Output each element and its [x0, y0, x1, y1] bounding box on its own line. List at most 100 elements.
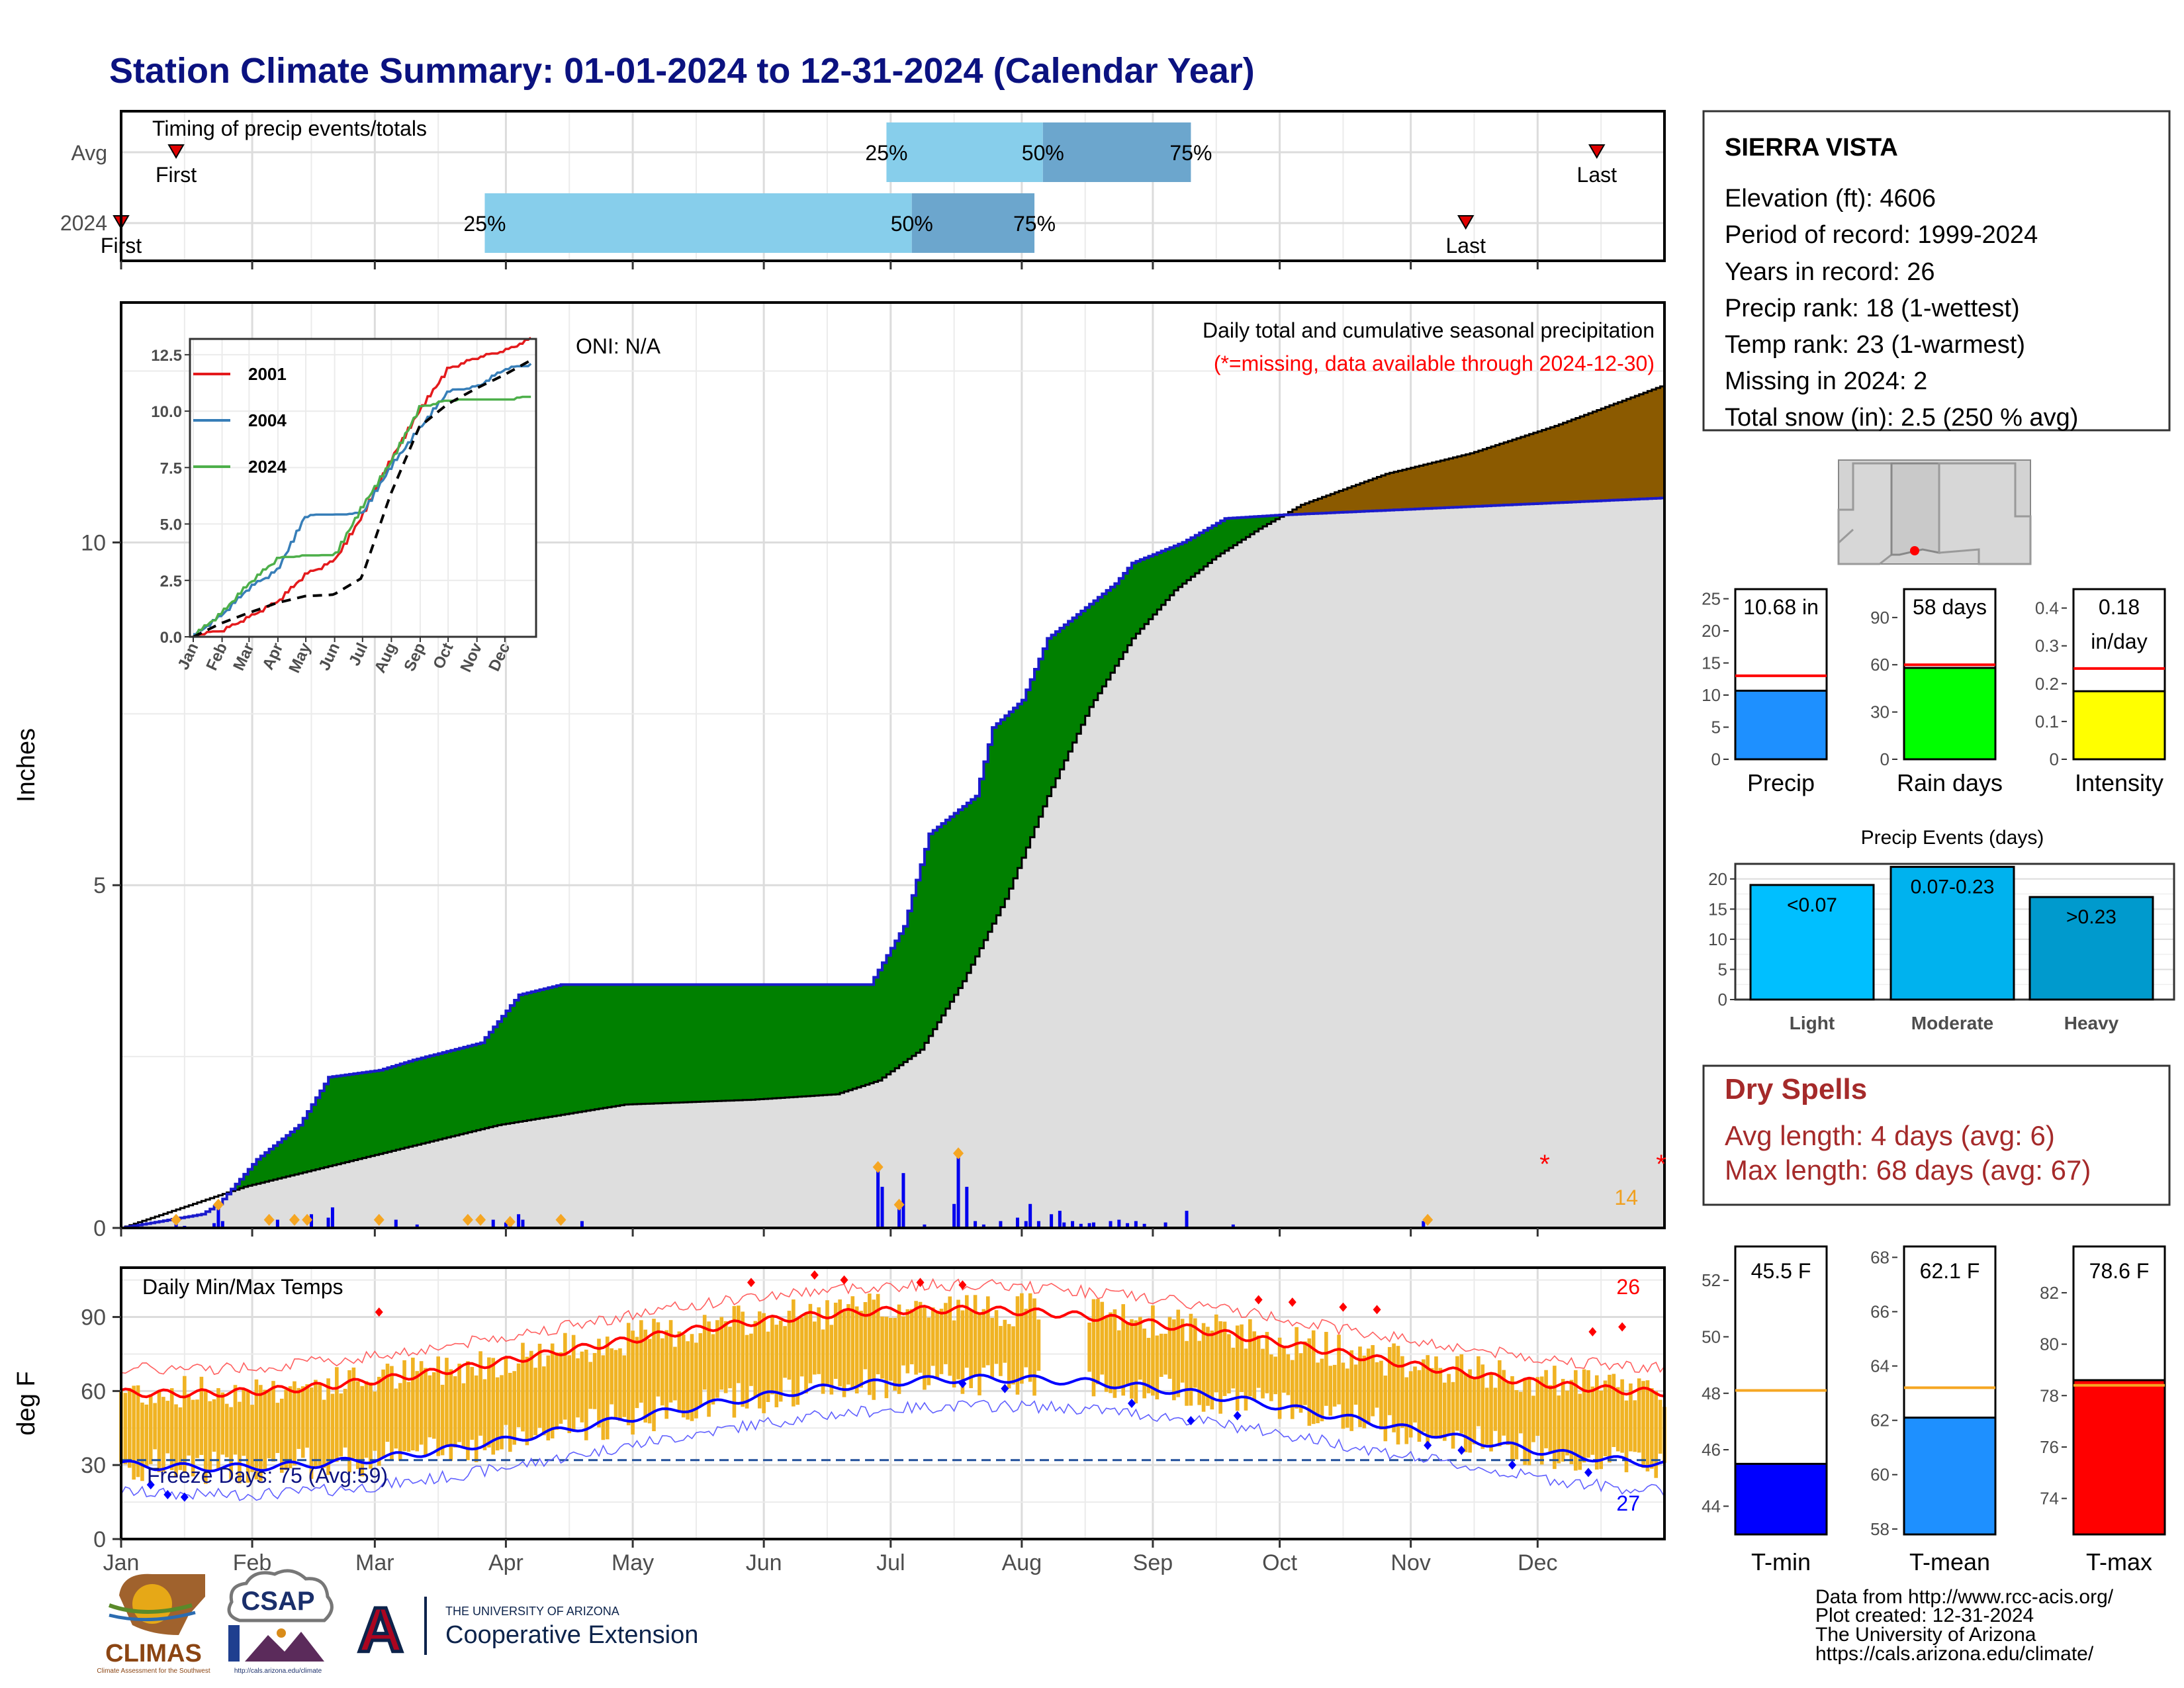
daily-temp-range-bar — [737, 1305, 741, 1383]
mini-bar-label: Precip — [1747, 769, 1815, 796]
daily-temp-range-bar — [1480, 1364, 1485, 1449]
daily-temp-range-bar — [905, 1309, 910, 1374]
daily-temp-range-bar — [1117, 1330, 1121, 1389]
daily-temp-range-bar — [461, 1383, 466, 1448]
daily-temp-range-bar — [546, 1355, 551, 1440]
daily-temp-range-bar — [622, 1355, 627, 1417]
mini-bar-value — [1734, 689, 1828, 761]
daily-temp-range-bar — [212, 1399, 216, 1452]
record-high-marker — [1373, 1305, 1381, 1315]
daily-temp-range-bar — [1400, 1356, 1404, 1428]
daily-temp-range-bar — [923, 1307, 927, 1390]
timing-p75-label: 75% — [1169, 141, 1212, 165]
daily-temp-range-bar — [1455, 1356, 1459, 1431]
daily-precip-bar — [1163, 1222, 1167, 1228]
largest-event-marker — [263, 1213, 275, 1226]
ua-line-2: Cooperative Extension — [445, 1621, 698, 1649]
daily-precip-bar — [1028, 1203, 1032, 1228]
daily-temp-range-bar — [859, 1311, 863, 1388]
daily-temp-range-bar — [1028, 1293, 1032, 1382]
precip-ytick-label: 10 — [81, 530, 106, 555]
temp-bar-tick-label: 50 — [1702, 1327, 1721, 1346]
daily-temp-range-bar — [385, 1364, 390, 1442]
station-info-box: SIERRA VISTA Elevation (ft): 4606 Period… — [1702, 110, 2171, 432]
daily-temp-range-bar — [525, 1356, 529, 1446]
daily-temp-range-bar — [1172, 1319, 1176, 1401]
daily-precip-bar — [326, 1217, 330, 1228]
temp-bar-value — [2072, 1379, 2166, 1536]
climas-tagline: Climate Assessment for the Southwest — [97, 1667, 210, 1675]
daily-temp-range-bar — [1599, 1390, 1603, 1470]
daily-temp-range-bar — [127, 1387, 132, 1468]
daily-temp-range-bar — [428, 1375, 432, 1438]
precip-panel: 0 5 10 Inches ONI: N/A Daily total and cum… — [13, 301, 1666, 1241]
daily-precip-bar — [216, 1207, 220, 1228]
mini-bar-value-label: 0.18 — [2099, 595, 2140, 619]
daily-temp-range-bar — [457, 1364, 461, 1442]
daily-precip-bar — [876, 1169, 880, 1228]
daily-temp-range-bar — [254, 1379, 259, 1480]
daily-temp-range-bar — [901, 1316, 905, 1366]
daily-temp-range-bar — [1138, 1317, 1142, 1380]
daily-temp-range-bar — [478, 1351, 482, 1436]
record-high-marker — [1339, 1302, 1347, 1312]
mini-bar-tick-label: 0 — [2050, 749, 2059, 769]
daily-temp-range-bar — [707, 1321, 711, 1417]
daily-temp-range-bar — [148, 1394, 153, 1464]
daily-precip-bar — [1062, 1222, 1066, 1228]
mini-bar-tick-label: 0.2 — [2035, 674, 2059, 694]
daily-temp-range-bar — [880, 1316, 884, 1379]
daily-temp-range-bar — [394, 1388, 398, 1449]
record-low-marker — [1584, 1468, 1592, 1477]
timing-row-avg-label: Avg — [71, 141, 107, 165]
temp-bar-value — [1903, 1417, 1997, 1536]
daily-temp-range-bar — [474, 1375, 478, 1462]
daily-temp-range-bar — [1362, 1355, 1367, 1429]
temp-ytick-label: 0 — [93, 1527, 106, 1552]
daily-temp-range-bar — [766, 1331, 770, 1402]
daily-temp-range-bar — [521, 1342, 525, 1432]
daily-temp-range-bar — [1146, 1338, 1151, 1393]
daily-precip-bar — [1185, 1211, 1189, 1228]
daily-precip-bar — [504, 1222, 508, 1228]
event-bar-range-label: >0.23 — [2066, 906, 2116, 928]
temp-ytick-label: 90 — [81, 1305, 106, 1331]
station-precip-rank: Precip rank: 18 (1-wettest) — [1725, 295, 2020, 322]
daily-precip-bar — [1050, 1214, 1054, 1228]
daily-temp-range-bar — [863, 1302, 868, 1370]
daily-temp-range-bar — [584, 1349, 588, 1440]
temp-bar-tick-label: 80 — [2040, 1335, 2059, 1354]
missing-note: (*=missing, data available through 2024-… — [1214, 352, 1655, 375]
daily-temp-range-bar — [774, 1325, 779, 1407]
record-low-marker — [1127, 1399, 1136, 1408]
daily-temp-range-bar — [1574, 1370, 1578, 1471]
daily-temp-range-bar — [1484, 1387, 1489, 1445]
daily-temp-range-bar — [284, 1389, 288, 1470]
daily-temp-range-bar — [1417, 1370, 1422, 1442]
daily-precip-bar — [1015, 1217, 1019, 1228]
mini-bar-tick-label: 60 — [1870, 655, 1889, 675]
temp-ylabel: deg F — [13, 1371, 40, 1435]
hot-days-count: 26 — [1616, 1275, 1640, 1299]
daily-temp-range-bar — [1392, 1343, 1396, 1432]
daily-temp-range-bar — [1358, 1346, 1362, 1427]
daily-temp-range-bar — [318, 1384, 322, 1466]
daily-temp-range-bar — [999, 1326, 1003, 1376]
event-bar — [1749, 884, 1875, 1001]
daily-temp-range-bar — [1578, 1393, 1582, 1470]
daily-precip-bar — [1058, 1211, 1062, 1228]
temp-bar-tick-label: 68 — [1870, 1247, 1889, 1267]
temp-bar-tick-label: 82 — [2040, 1283, 2059, 1303]
daily-temp-range-bar — [1134, 1320, 1138, 1403]
record-high-marker — [958, 1280, 967, 1290]
daily-temp-range-bar — [792, 1299, 796, 1407]
daily-temp-range-bar — [1506, 1382, 1510, 1445]
daily-temp-range-bar — [935, 1311, 939, 1379]
avg-min-temp-line — [120, 1374, 1665, 1473]
daily-temp-range-bar — [580, 1351, 584, 1423]
mini-bar-value — [2072, 690, 2166, 761]
daily-temp-range-bar — [1527, 1377, 1531, 1466]
daily-temp-range-bar — [1130, 1319, 1134, 1399]
daily-temp-range-bar — [592, 1352, 597, 1409]
daily-temp-range-bar — [588, 1362, 592, 1409]
